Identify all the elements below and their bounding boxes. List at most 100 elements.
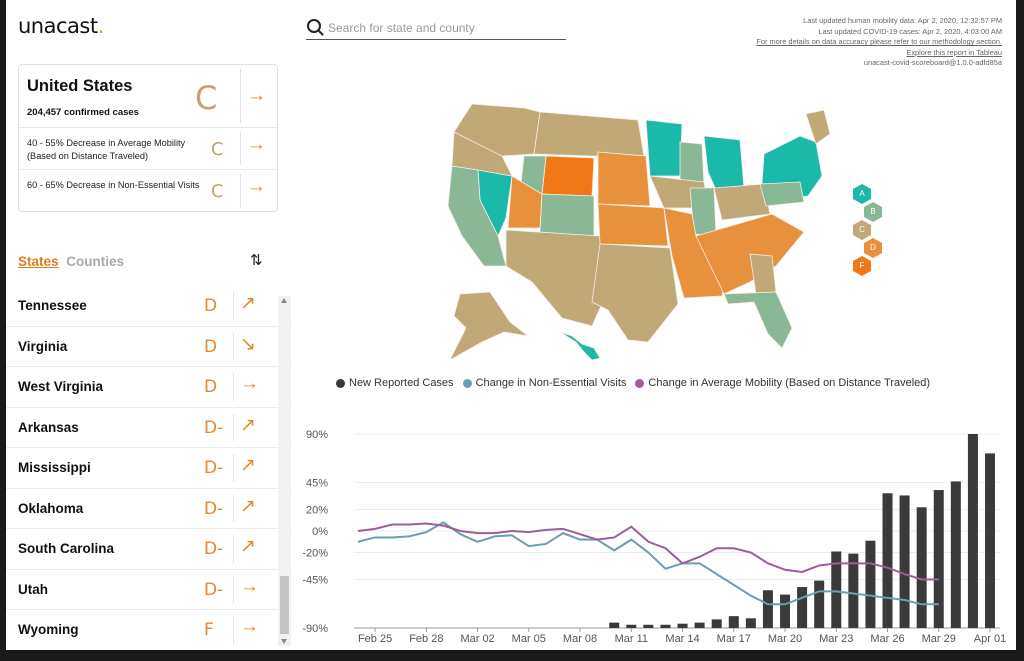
y-tick-label: -45% <box>302 575 328 587</box>
tableau-link[interactable]: Explore this report in Tableau <box>906 47 1002 57</box>
trend-arrow-icon: ↗ <box>240 536 256 557</box>
state-row[interactable]: Wyoming F → <box>6 610 292 650</box>
visits-grade: C <box>211 181 224 202</box>
map-state-michigan <box>703 135 745 195</box>
y-tick-label: 20% <box>306 504 328 516</box>
state-row[interactable]: Oklahoma D- ↗ <box>6 489 292 529</box>
legend-item-mobility[interactable]: Change in Average Mobility (Based on Dis… <box>635 377 930 389</box>
cases-bar <box>882 493 893 628</box>
map-region-ohio-valley <box>713 183 771 221</box>
cases-bar <box>728 616 739 628</box>
visits-metric: 60 - 65% Decrease in Non-Essential Visit… <box>19 170 277 212</box>
cases-bar <box>677 623 688 628</box>
legend-item-visits[interactable]: Change in Non-Essential Visits <box>462 377 626 389</box>
map-state-maine <box>805 109 831 145</box>
cases-bar <box>933 490 944 628</box>
search-icon[interactable] <box>306 18 324 38</box>
trend-arrow-icon: ↗ <box>240 414 256 436</box>
state-row[interactable]: Virginia D ↘ <box>6 327 292 367</box>
map-state-pennsylvania <box>759 181 805 207</box>
cases-bar <box>643 624 654 628</box>
cases-updated: Last updated COVID-19 cases: Apr 2, 2020… <box>818 26 1002 36</box>
x-tick-label: Feb 28 <box>409 633 443 645</box>
state-row[interactable]: Utah D- → <box>6 570 292 610</box>
x-tick-label: Mar 29 <box>922 633 956 645</box>
cases-bar <box>626 624 637 628</box>
grade-f-hex: F <box>853 256 871 276</box>
tab-counties[interactable]: Counties <box>66 254 125 269</box>
state-grade: D- <box>204 417 224 438</box>
region-tabs: States Counties <box>18 254 124 269</box>
states-list: Tennessee D ↗ Virginia D ↘ West Virginia D → A… <box>6 286 292 650</box>
state-name: South Carolina <box>18 541 115 556</box>
search-input[interactable] <box>328 20 558 35</box>
scroll-up-icon[interactable] <box>281 298 287 303</box>
map-state-minnesota <box>645 119 683 177</box>
state-row[interactable]: Mississippi D- ↗ <box>6 448 292 489</box>
mobility-metric: 40 - 55% Decrease in Average Mobility (B… <box>19 128 277 170</box>
state-row[interactable]: Tennessee D ↗ <box>6 286 292 327</box>
state-name: Wyoming <box>18 622 79 637</box>
scroll-down-icon[interactable] <box>281 639 287 644</box>
legend-item-cases[interactable]: New Reported Cases <box>336 377 454 389</box>
x-tick-label: Mar 20 <box>768 633 802 645</box>
state-row[interactable]: Arkansas D- ↗ <box>6 408 292 448</box>
cases-bar <box>916 507 927 628</box>
x-tick-label: Mar 02 <box>460 633 494 645</box>
state-grade: D <box>204 336 218 357</box>
cases-bar <box>848 553 859 628</box>
state-name: Tennessee <box>18 298 87 313</box>
cases-bar <box>967 434 978 628</box>
cases-bar <box>899 495 910 628</box>
version-label: unacast-covid-scoreboard@1.0.0-adfd85a <box>863 58 1002 68</box>
update-info: Last updated human mobility data: Apr 2,… <box>756 16 1002 69</box>
state-row[interactable]: South Carolina D- ↗ <box>6 529 292 570</box>
y-tick-label: -20% <box>302 548 328 560</box>
list-scrollbar[interactable] <box>278 296 291 646</box>
tab-states[interactable]: States <box>18 254 59 269</box>
state-row[interactable]: West Virginia D → <box>6 367 292 408</box>
cases-bar <box>780 594 791 628</box>
cases-bar <box>609 622 620 628</box>
x-tick-label: Mar 08 <box>563 633 597 645</box>
map-region-north-central <box>533 111 645 157</box>
state-grade: D- <box>204 579 224 600</box>
mobility-metric-label: 40 - 55% Decrease in Average Mobility (B… <box>27 138 186 161</box>
y-tick-label: 90% <box>306 429 328 441</box>
mobility-grade: C <box>211 139 224 160</box>
methodology-link[interactable]: For more details on data accuracy please… <box>756 37 1002 47</box>
map-state-georgia <box>749 253 777 295</box>
country-name: United States <box>27 77 133 95</box>
x-tick-label: Mar 05 <box>512 633 546 645</box>
search-bar[interactable] <box>306 16 566 40</box>
x-tick-label: Feb 25 <box>358 633 392 645</box>
state-name: Oklahoma <box>18 500 84 516</box>
unacast-logo[interactable]: unacast. <box>18 14 104 38</box>
cases-bar <box>694 622 705 628</box>
map-region-plains <box>597 203 669 247</box>
cases-bar <box>745 618 756 628</box>
trend-arrow-icon[interactable]: → <box>247 85 266 106</box>
confirmed-cases: 204,457 confirmed cases <box>27 107 139 118</box>
trend-chart[interactable]: 90% 45% 20% 0% -20% -45% -90% Feb 25 Feb 28 Mar 0… <box>296 408 1008 650</box>
scrollbar-thumb[interactable] <box>280 576 289 634</box>
visits-metric-label: 60 - 65% Decrease in Non-Essential Visit… <box>27 180 200 190</box>
app-frame: unacast. Last updated human mobility dat… <box>6 0 1016 650</box>
x-tick-label: Mar 17 <box>717 633 751 645</box>
trend-arrow-icon[interactable]: → <box>247 134 266 155</box>
cases-bar <box>762 590 773 628</box>
trend-arrow-icon: ↗ <box>240 293 256 314</box>
us-state-map[interactable] <box>432 96 832 362</box>
map-state-alaska <box>449 291 529 361</box>
us-summary-card[interactable]: United States 204,457 confirmed cases C … <box>18 64 278 212</box>
x-tick-label: Mar 14 <box>665 633 699 645</box>
cases-bar <box>660 624 671 628</box>
state-grade: F <box>204 620 214 640</box>
state-grade: D- <box>204 458 224 478</box>
trend-arrow-icon[interactable]: → <box>247 176 266 197</box>
map-region-southwest <box>505 229 611 327</box>
grade-d-hex: D <box>864 238 882 258</box>
sort-icon[interactable]: ⇅ <box>250 252 263 269</box>
state-name: Utah <box>18 581 48 597</box>
visits-line <box>357 521 939 606</box>
